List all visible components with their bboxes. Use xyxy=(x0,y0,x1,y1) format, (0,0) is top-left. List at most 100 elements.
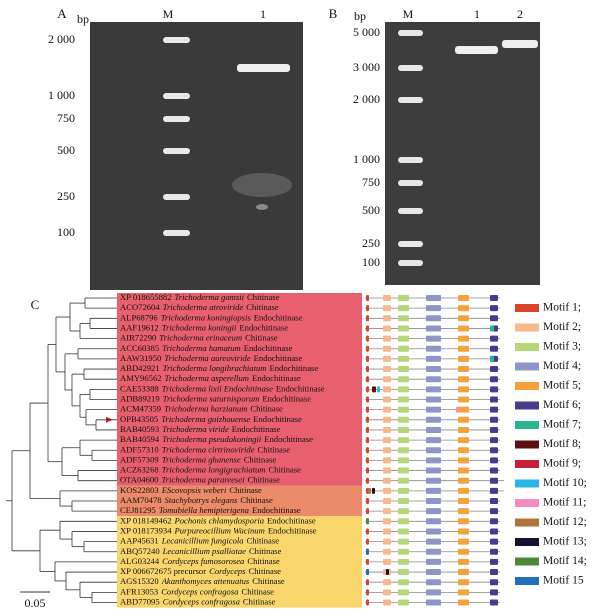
motif-box xyxy=(458,548,469,555)
accession: CAE53388 xyxy=(120,383,159,393)
motif-box xyxy=(426,335,441,342)
legend-label: Motif 3; xyxy=(543,341,581,353)
motif-box xyxy=(426,467,441,474)
motif-box xyxy=(398,477,409,484)
taxon-label: ALG03244 Cordyceps fumosorosea Chitinase xyxy=(120,556,280,566)
taxon-label: AGS15320 Akanthomyces attenuatus Chitinase xyxy=(120,576,285,586)
motif-box xyxy=(490,538,498,545)
accession: ABD42921 xyxy=(120,363,160,373)
motif-box xyxy=(366,426,369,433)
clade-background xyxy=(117,516,362,608)
motif-box xyxy=(366,538,369,545)
taxon-label: AMY96562 Trichoderma asperellum Endochitin… xyxy=(120,373,301,383)
description: Chitinase xyxy=(229,485,262,495)
taxon-label: CEJ81295 Tomubiella hemipterigena Endochit… xyxy=(120,505,301,515)
motif-box xyxy=(458,477,469,484)
accession: ACC60385 xyxy=(120,343,159,353)
legend-label: Motif 15 xyxy=(543,575,584,587)
motif-box xyxy=(458,376,469,383)
lane-label: 1 xyxy=(474,7,480,21)
motif-box xyxy=(398,589,409,596)
taxon-label: KOS22803 EScovopsis weberi Chitinase xyxy=(120,485,262,495)
legend-swatch xyxy=(515,538,539,546)
species: Cordyceps fumosorosea xyxy=(162,556,244,566)
motif-box xyxy=(458,325,469,332)
motif-box xyxy=(490,579,498,586)
motif-box xyxy=(490,498,498,504)
motif-box xyxy=(458,345,469,352)
motif-box xyxy=(366,498,369,504)
marker-band xyxy=(163,116,190,122)
motif-box xyxy=(366,528,369,535)
motif-box xyxy=(426,366,441,373)
motif-box xyxy=(426,498,441,504)
smear xyxy=(232,173,292,197)
scale-label: 0.05 xyxy=(25,596,46,609)
marker-label: 3 000 xyxy=(353,60,380,74)
marker-label: 250 xyxy=(362,236,380,250)
motif-box xyxy=(366,416,369,423)
taxon-label: ABQ57240 Lecanicillium psalliotae Chitinas… xyxy=(120,546,282,556)
motif-box xyxy=(372,386,376,393)
legend-swatch xyxy=(515,577,539,585)
taxon-label: XP 018173934 Purpureocillium Wacinum Endoc… xyxy=(120,525,317,535)
motif-box xyxy=(490,569,498,576)
accession: AIR72290 xyxy=(120,333,156,343)
motif-box xyxy=(458,518,469,525)
motif-box xyxy=(366,355,369,362)
sample-band xyxy=(455,46,498,54)
motif-box xyxy=(426,528,441,535)
motif-box xyxy=(426,508,441,515)
species: Trichoderma longigrachiatum xyxy=(162,465,266,475)
sample-band xyxy=(237,64,290,72)
legend-label: Motif 11; xyxy=(543,497,586,509)
motif-box xyxy=(368,487,371,494)
motif-box xyxy=(366,406,369,413)
taxon-label: XP 018655882 Trichoderma gamsii Chitinase xyxy=(120,292,280,302)
motif-box xyxy=(383,437,391,444)
description: Chitinase xyxy=(247,556,280,566)
motif-box xyxy=(490,355,494,362)
species: Trichoderma gamsii xyxy=(175,292,245,302)
motif-box xyxy=(383,335,391,342)
motif-box xyxy=(366,325,369,332)
motif-box xyxy=(426,548,441,555)
motif-box xyxy=(366,305,369,312)
motif-box xyxy=(366,437,369,444)
marker-label: 2 000 xyxy=(353,92,380,106)
marker-band xyxy=(163,148,190,154)
accession: ACM47359 xyxy=(120,404,161,414)
motif-box xyxy=(398,467,409,474)
faint-band xyxy=(256,204,268,210)
taxon-label: AAM70478 Stachybotrys elegans Chitinase xyxy=(120,495,273,505)
motif-box xyxy=(366,335,369,342)
legend-swatch xyxy=(515,460,539,468)
taxon-label: CAE53388 Trichoderma lixii Endochitinase E… xyxy=(120,383,325,393)
motif-box xyxy=(426,345,441,352)
motif-box xyxy=(383,548,391,555)
motif-box xyxy=(383,599,391,606)
motif-box xyxy=(490,457,498,464)
marker-label: 500 xyxy=(57,143,75,157)
motif-box xyxy=(458,589,469,596)
accession: ALG03244 xyxy=(120,556,160,566)
legend-swatch xyxy=(515,557,539,566)
description: Chitinase xyxy=(245,333,278,343)
species: Stachybotrys elegans xyxy=(165,495,238,505)
motif-box xyxy=(398,315,409,322)
species: Trichoderma harzianum xyxy=(164,404,247,414)
description: Endochitinase xyxy=(254,312,303,322)
motif-box xyxy=(490,396,498,403)
motif-box xyxy=(458,295,469,301)
legend-swatch xyxy=(515,382,539,390)
species: Trichoderma parareesei xyxy=(161,475,245,485)
motif-box xyxy=(366,569,369,576)
species: Purpureocillium Wacinum xyxy=(174,525,265,535)
marker-band xyxy=(398,97,423,103)
description: Chitinase xyxy=(247,292,280,302)
legend-label: Motif 1; xyxy=(543,302,581,314)
taxon-label: XP 018149462 Pochonis chlamydosporia Endoc… xyxy=(120,515,316,525)
motif-box xyxy=(383,487,391,494)
motif-box xyxy=(383,498,391,504)
motif-box xyxy=(458,386,469,393)
